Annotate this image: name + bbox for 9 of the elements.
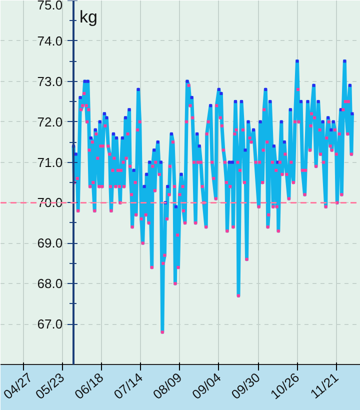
y-tick-label: 74.0 (37, 33, 63, 48)
y-tick-label: 69.0 (37, 236, 63, 251)
y-tick-label: 72.0 (37, 114, 63, 130)
y-tick-label: 67.0 (37, 316, 63, 332)
y-tick-label: 75.0 (37, 0, 63, 12)
y-axis-title: kg (80, 8, 98, 26)
y-tick-label: 71.0 (37, 154, 63, 170)
y-tick-label: 68.0 (37, 276, 63, 292)
y-tick-label: 73.0 (37, 74, 63, 89)
